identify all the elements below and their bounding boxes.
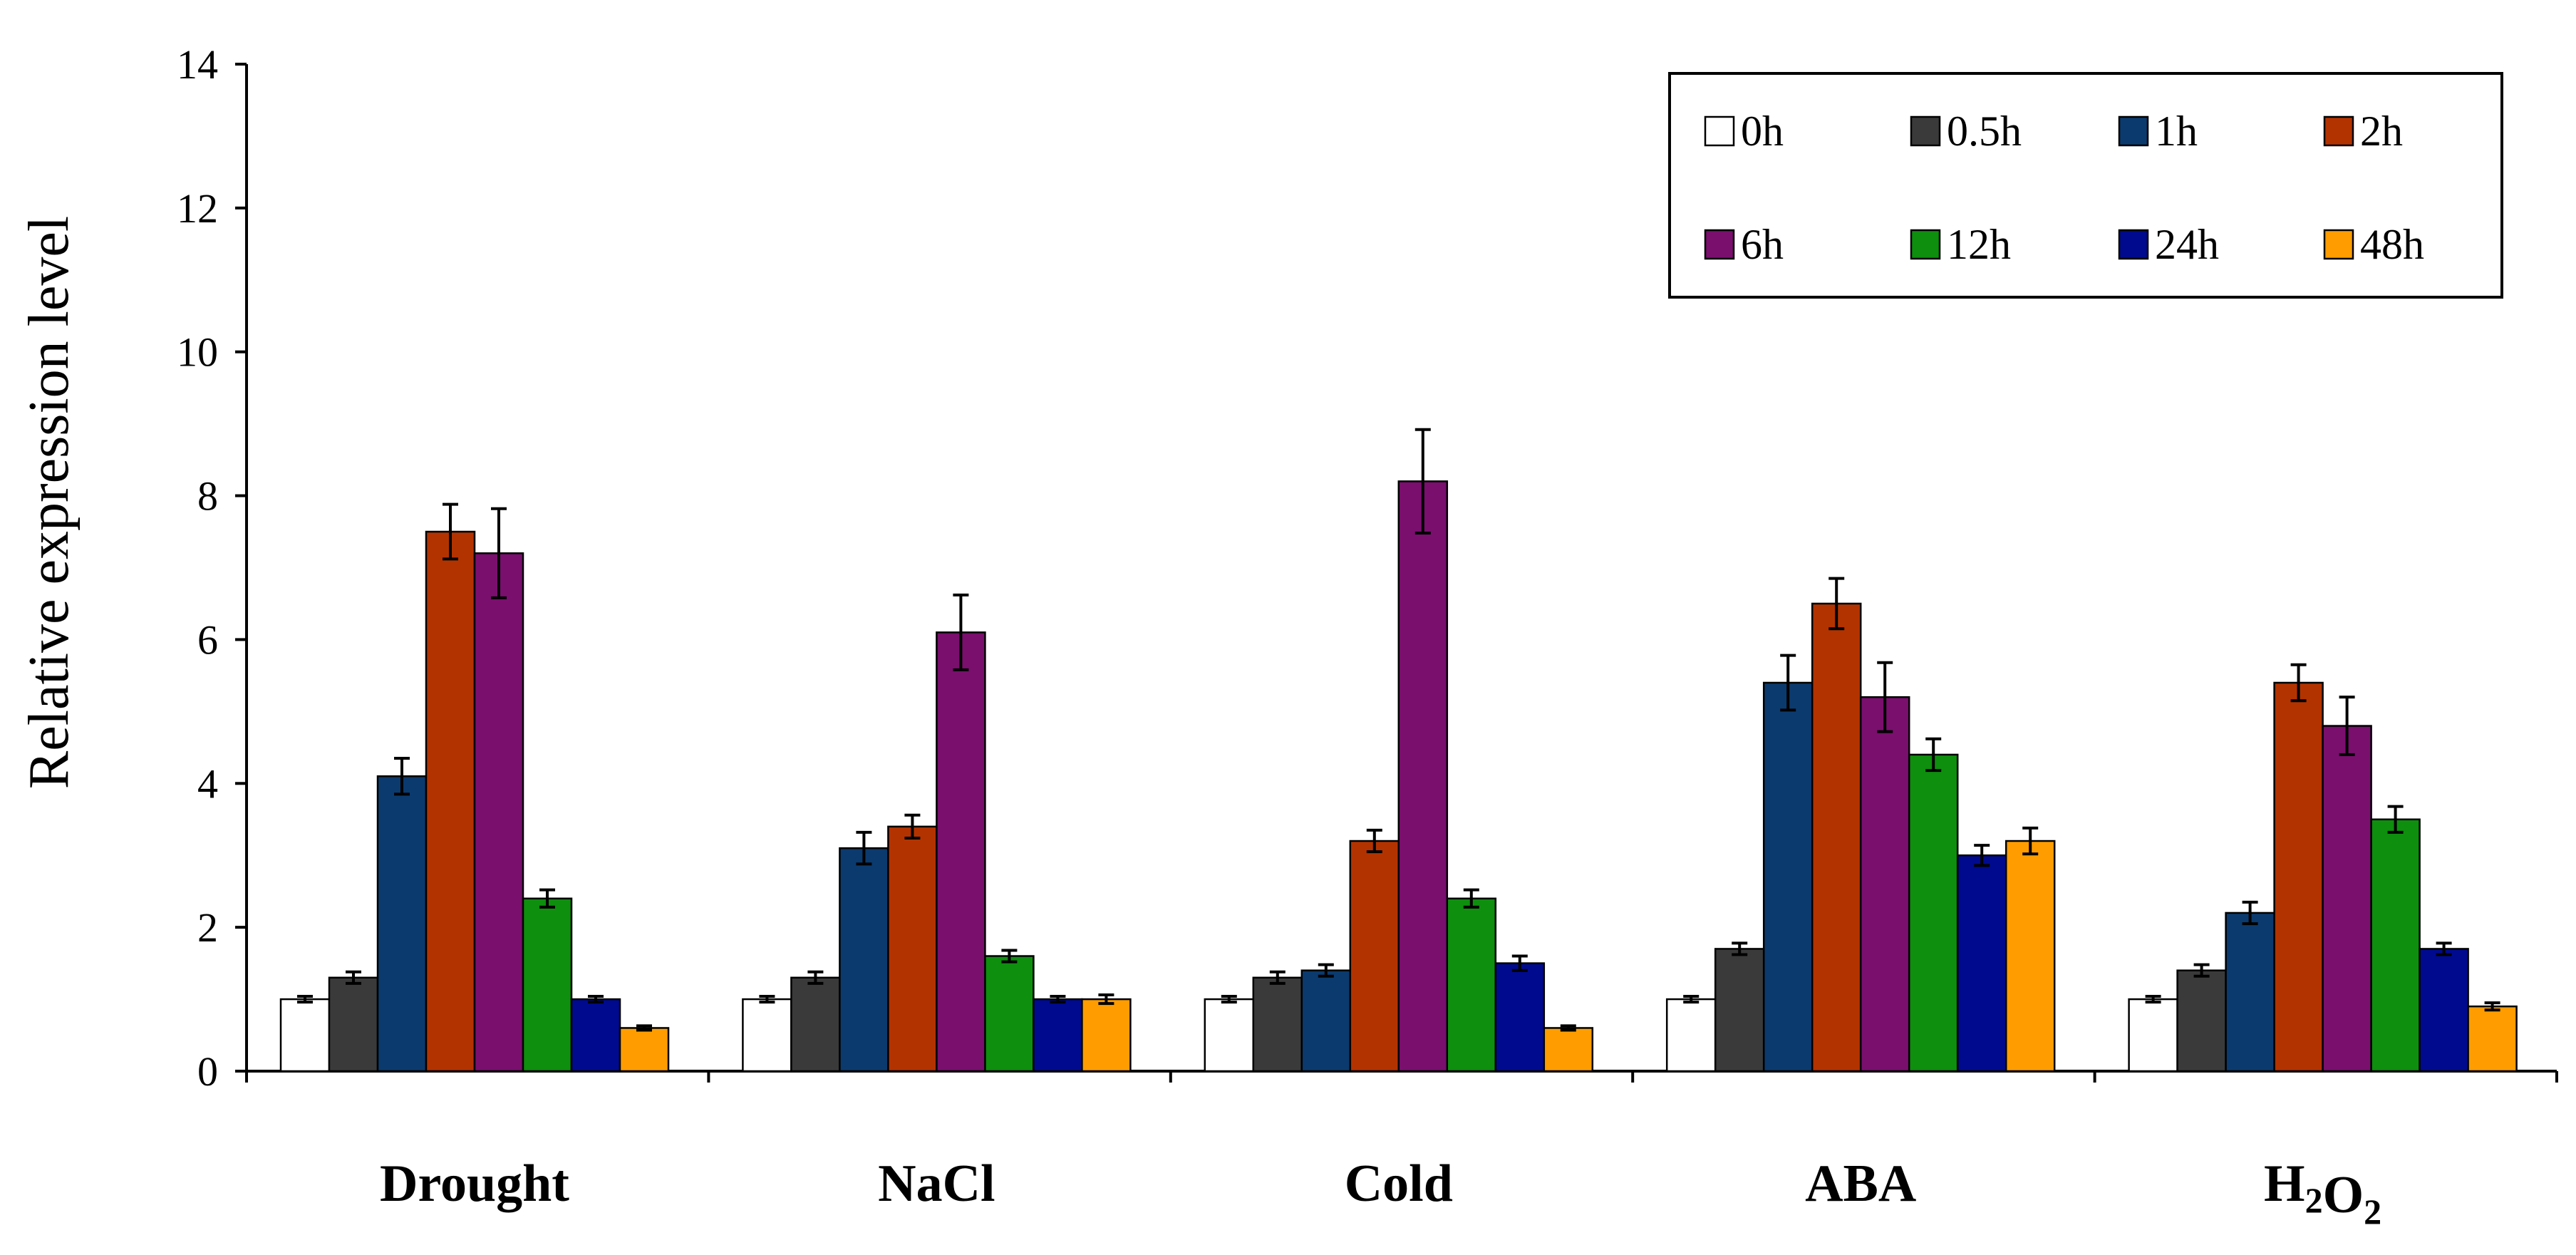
bar-nacl-0.5h xyxy=(790,976,841,1073)
category-label-nacl: NaCl xyxy=(878,1155,995,1213)
bar-drought-48h xyxy=(619,1027,670,1073)
bar-drought-1h xyxy=(376,775,428,1073)
y-tick-label: 2 xyxy=(197,904,218,951)
bar-aba-0h xyxy=(1665,998,1717,1073)
y-axis-ticks: 0 2 4 6 8 10 12 14 xyxy=(177,41,247,1095)
y-tick-label: 12 xyxy=(177,185,218,232)
bar-h2o2-24h xyxy=(2419,948,2469,1073)
legend-label-24h: 24h xyxy=(2155,221,2219,268)
legend-label-0h: 0h xyxy=(1741,108,1784,155)
bar-aba-6h xyxy=(1859,696,1910,1073)
y-tick-label: 6 xyxy=(197,616,218,663)
bar-drought-2h xyxy=(425,530,476,1073)
y-tick-label: 4 xyxy=(197,760,218,807)
legend-swatch-12h xyxy=(1910,229,1941,260)
bar-h2o2-0.5h xyxy=(2176,969,2227,1073)
legend-label-48h: 48h xyxy=(2360,221,2424,268)
y-tick-label: 0 xyxy=(197,1048,218,1095)
bar-h2o2-48h xyxy=(2467,1005,2518,1073)
legend-label-6h: 6h xyxy=(1741,221,1784,268)
bar-nacl-12h xyxy=(984,955,1035,1073)
category-label-cold: Cold xyxy=(1345,1155,1453,1213)
bar-h2o2-2h xyxy=(2273,681,2324,1073)
category-label-drought: Drought xyxy=(380,1155,569,1213)
bar-drought-12h xyxy=(522,897,573,1073)
legend-swatch-0h xyxy=(1704,115,1735,147)
bar-cold-24h xyxy=(1494,962,1546,1073)
bars-layer xyxy=(279,428,2518,1073)
bar-drought-6h xyxy=(473,552,524,1073)
bar-nacl-48h xyxy=(1081,998,1132,1073)
bar-aba-24h xyxy=(1956,854,2007,1073)
bar-nacl-1h xyxy=(839,847,889,1073)
x-axis-category-ticks xyxy=(245,1071,2558,1083)
y-tick-label: 8 xyxy=(197,473,218,520)
bar-drought-0h xyxy=(279,998,331,1073)
bar-aba-2h xyxy=(1811,602,1862,1073)
bar-cold-0h xyxy=(1204,998,1255,1073)
y-axis-title: Relative expression level xyxy=(18,216,81,789)
legend-label-0.5h: 0.5h xyxy=(1947,108,2022,155)
bar-cold-6h xyxy=(1397,480,1449,1073)
legend-label-2h: 2h xyxy=(2360,108,2403,155)
bar-aba-12h xyxy=(1908,753,1959,1073)
bar-aba-0.5h xyxy=(1714,948,1765,1073)
bar-h2o2-6h xyxy=(2322,725,2372,1073)
bar-h2o2-1h xyxy=(2225,911,2275,1073)
bar-nacl-24h xyxy=(1033,998,1083,1073)
bar-cold-2h xyxy=(1349,840,1400,1073)
legend-label-12h: 12h xyxy=(1947,221,2011,268)
bar-nacl-0h xyxy=(742,998,792,1073)
bar-cold-1h xyxy=(1300,969,1352,1073)
category-label-h2o2: H2O2 xyxy=(2264,1155,2381,1231)
bar-aba-1h xyxy=(1762,681,1814,1073)
bar-nacl-6h xyxy=(936,631,986,1073)
bar-h2o2-0h xyxy=(2128,998,2178,1073)
bar-aba-48h xyxy=(2005,840,2056,1073)
bar-nacl-2h xyxy=(887,825,938,1073)
bar-drought-24h xyxy=(570,998,621,1073)
legend-label-1h: 1h xyxy=(2155,108,2198,155)
legend-swatch-48h xyxy=(2323,229,2354,260)
bar-cold-0.5h xyxy=(1252,976,1303,1073)
legend-swatch-2h xyxy=(2323,115,2354,147)
bar-cold-12h xyxy=(1446,897,1497,1073)
y-tick-label: 14 xyxy=(177,41,218,88)
y-tick-label: 10 xyxy=(177,329,218,376)
legend: 0h 0.5h 1h 2h 6h 12h 24h 48h xyxy=(1668,72,2503,299)
legend-swatch-6h xyxy=(1704,229,1735,260)
legend-box xyxy=(1668,72,2503,299)
bar-drought-0.5h xyxy=(328,976,379,1073)
legend-swatch-24h xyxy=(2118,229,2149,260)
legend-swatch-0.5h xyxy=(1910,115,1941,147)
category-label-aba: ABA xyxy=(1805,1155,1916,1213)
bar-h2o2-12h xyxy=(2370,818,2421,1073)
category-labels: Drought NaCl Cold ABA H2O2 xyxy=(380,1155,2381,1231)
legend-swatch-1h xyxy=(2118,115,2149,147)
bar-cold-48h xyxy=(1543,1027,1594,1073)
